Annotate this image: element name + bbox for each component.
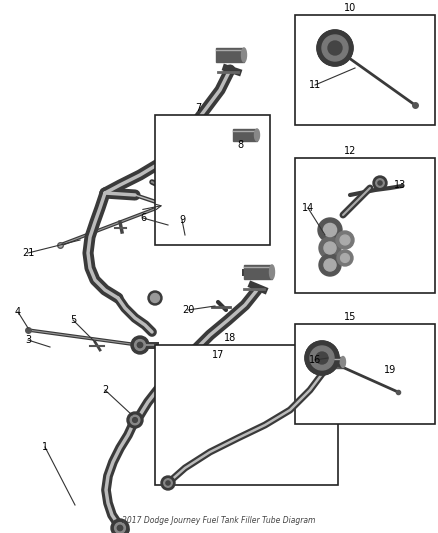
Text: 9: 9 [179, 215, 185, 225]
Circle shape [324, 259, 336, 271]
Text: 8: 8 [237, 140, 243, 150]
Text: 15: 15 [344, 312, 356, 322]
Circle shape [337, 250, 353, 266]
Bar [295, 324, 435, 424]
Text: 19: 19 [384, 365, 396, 375]
Text: 21: 21 [22, 248, 34, 258]
Text: 14: 14 [302, 203, 314, 213]
Text: 10: 10 [344, 3, 356, 13]
Circle shape [115, 522, 125, 533]
Text: 4: 4 [15, 307, 21, 317]
Circle shape [305, 341, 339, 375]
Circle shape [151, 294, 159, 303]
Text: 18: 18 [224, 333, 236, 343]
Circle shape [341, 254, 350, 262]
Circle shape [318, 218, 342, 242]
Bar [233, 129, 257, 141]
Ellipse shape [269, 265, 275, 279]
Text: 7: 7 [195, 103, 201, 113]
Circle shape [330, 43, 340, 53]
Circle shape [319, 237, 341, 259]
Circle shape [133, 417, 138, 422]
Circle shape [164, 479, 172, 487]
Text: 6: 6 [140, 213, 146, 223]
Bar [244, 265, 272, 279]
Text: 3: 3 [25, 335, 31, 345]
Circle shape [319, 254, 341, 276]
Bar [155, 345, 338, 485]
Circle shape [340, 235, 350, 245]
Bar [155, 115, 270, 245]
Circle shape [316, 352, 328, 364]
Text: 11: 11 [309, 80, 321, 90]
Bar [295, 158, 435, 293]
Circle shape [161, 476, 175, 490]
Circle shape [336, 231, 354, 249]
Circle shape [317, 30, 353, 66]
Text: 2: 2 [102, 385, 108, 395]
Ellipse shape [241, 48, 247, 62]
Circle shape [111, 519, 129, 533]
Circle shape [137, 342, 143, 348]
Circle shape [317, 30, 353, 66]
Bar [321, 357, 343, 367]
Circle shape [373, 176, 387, 190]
Circle shape [310, 346, 334, 370]
Circle shape [130, 415, 140, 425]
Text: 16: 16 [309, 355, 321, 365]
Text: 12: 12 [344, 146, 356, 156]
Ellipse shape [254, 129, 259, 141]
Circle shape [134, 340, 145, 350]
Bar [295, 15, 435, 125]
Circle shape [324, 37, 346, 59]
Circle shape [323, 223, 336, 237]
Circle shape [148, 291, 162, 305]
Text: 20: 20 [182, 305, 194, 315]
Circle shape [131, 336, 149, 354]
Ellipse shape [340, 357, 346, 367]
Text: 13: 13 [394, 180, 406, 190]
Text: 2017 Dodge Journey Fuel Tank Filler Tube Diagram: 2017 Dodge Journey Fuel Tank Filler Tube… [122, 516, 316, 525]
Circle shape [127, 412, 143, 428]
Circle shape [117, 526, 123, 531]
Text: 5: 5 [70, 315, 76, 325]
Circle shape [378, 181, 382, 185]
Circle shape [324, 242, 336, 254]
Bar [216, 48, 244, 62]
Text: 1: 1 [42, 442, 48, 452]
Circle shape [328, 41, 342, 55]
Circle shape [376, 179, 384, 187]
Circle shape [322, 35, 348, 61]
Circle shape [166, 481, 170, 485]
Text: 17: 17 [212, 350, 224, 360]
Circle shape [317, 353, 327, 363]
Circle shape [305, 341, 339, 375]
Circle shape [312, 348, 332, 368]
